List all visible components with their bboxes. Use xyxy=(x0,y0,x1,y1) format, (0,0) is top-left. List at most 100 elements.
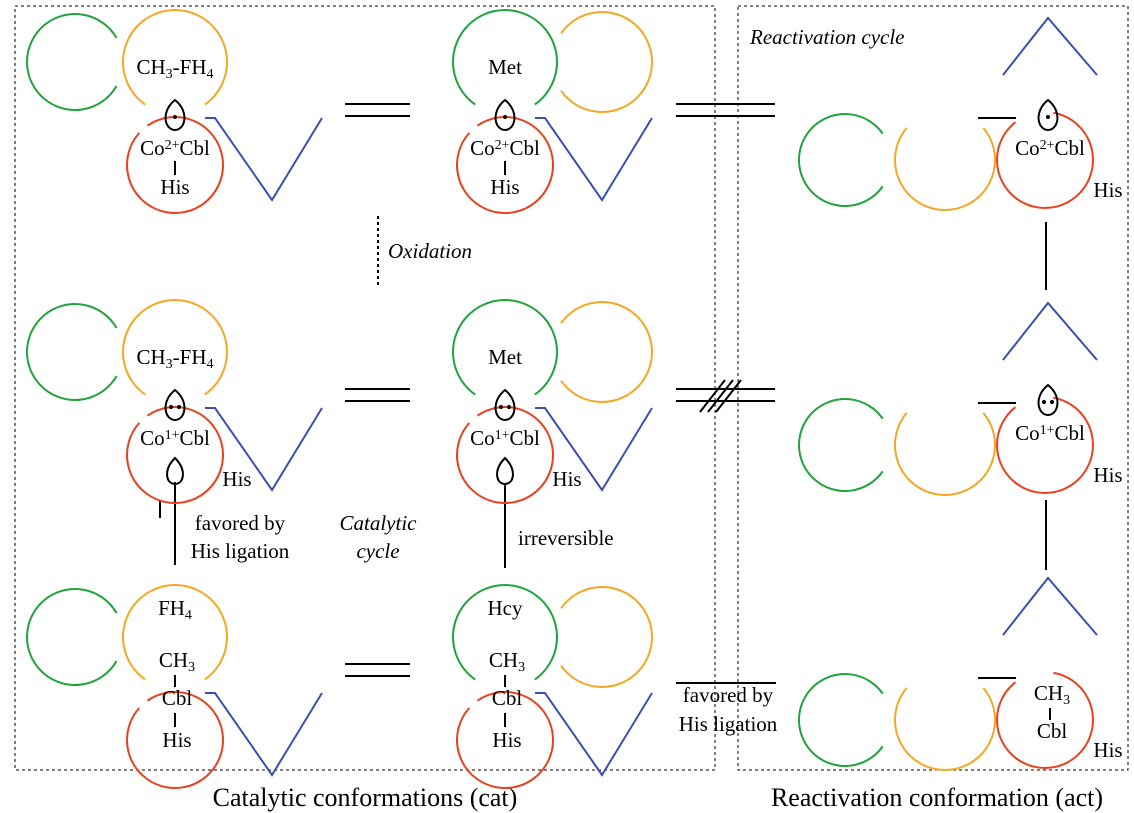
formula-part: Cbl xyxy=(510,426,541,450)
formula: Co1+Cbl xyxy=(1015,421,1085,445)
domain-arc xyxy=(996,111,1094,209)
electron xyxy=(503,115,507,119)
formula-part: Cbl xyxy=(180,136,211,160)
domain-arc xyxy=(798,673,884,767)
formula-part: 3 xyxy=(166,357,173,372)
protein-domain xyxy=(205,692,323,777)
electron xyxy=(1050,400,1054,404)
electron xyxy=(1046,115,1050,119)
formula-part: Met xyxy=(488,345,522,369)
formula-part: 2+ xyxy=(495,138,510,153)
orbital xyxy=(1037,383,1059,417)
orbital xyxy=(494,388,516,422)
protein-domain xyxy=(535,692,653,777)
orbital xyxy=(166,456,184,486)
domain-arc xyxy=(452,299,558,396)
orbital xyxy=(1037,98,1059,132)
ligand: His xyxy=(1093,738,1122,762)
formula-part: Cbl xyxy=(510,136,541,160)
formula-part: 1+ xyxy=(1040,423,1055,438)
formula-part: 2+ xyxy=(1040,138,1055,153)
formula-part: 4 xyxy=(185,608,192,623)
formula-part: Cbl xyxy=(492,686,523,710)
domain-arc xyxy=(456,691,554,789)
formula-part: 1+ xyxy=(495,428,510,443)
formula-part: CH xyxy=(489,648,518,672)
panel-caption: Reactivation conformation (act) xyxy=(771,783,1103,812)
domain-arc xyxy=(798,398,884,492)
formula-part: 3 xyxy=(518,660,525,675)
label: favored by xyxy=(683,683,774,707)
protein-domain xyxy=(205,117,323,202)
domain-arc xyxy=(456,406,554,504)
ligand: His xyxy=(552,467,581,491)
ligand: His xyxy=(1093,463,1122,487)
formula: Cbl xyxy=(162,686,193,710)
label: irreversible xyxy=(518,526,614,550)
electron xyxy=(177,405,181,409)
formula: Co1+Cbl xyxy=(140,426,210,450)
formula-part: Co xyxy=(470,426,495,450)
electron xyxy=(499,405,503,409)
ligand: His xyxy=(490,175,519,199)
domain-arc xyxy=(798,113,884,207)
reactivation-panel xyxy=(737,5,1129,771)
domain-arc xyxy=(122,584,228,681)
panel-title: Reactivation cycle xyxy=(749,25,905,49)
formula-part: 3 xyxy=(166,67,173,82)
protein-domain xyxy=(205,407,323,492)
domain-arc xyxy=(996,671,1094,769)
ligand: His xyxy=(492,728,521,752)
orbital xyxy=(496,456,514,486)
formula-part: -FH xyxy=(173,345,207,369)
formula-part: 3 xyxy=(188,660,195,675)
domain-arc xyxy=(560,301,653,403)
formula: Hcy xyxy=(488,596,523,620)
formula-part: CH xyxy=(136,55,165,79)
domain-arc xyxy=(122,9,228,106)
ligand: His xyxy=(160,175,189,199)
formula-part: 4 xyxy=(207,67,214,82)
formula-part: Co xyxy=(1015,136,1040,160)
domain-arc xyxy=(122,299,228,396)
domain-arc xyxy=(126,691,224,789)
domain-arc xyxy=(26,303,118,401)
formula: Met xyxy=(488,55,522,79)
label: His ligation xyxy=(679,712,778,736)
electron xyxy=(1042,400,1046,404)
formula-part: Hcy xyxy=(488,596,523,620)
formula: CH3 xyxy=(489,648,525,675)
formula: CH3-FH4 xyxy=(136,345,213,372)
formula-part: CH xyxy=(159,648,188,672)
orbital xyxy=(164,98,186,132)
label: His ligation xyxy=(191,539,290,563)
formula-part: 3 xyxy=(1063,693,1070,708)
domain-arc xyxy=(894,412,996,496)
formula-part: Cbl xyxy=(1055,421,1086,445)
formula-part: Co xyxy=(140,426,165,450)
formula-part: Co xyxy=(140,136,165,160)
label: Catalytic xyxy=(340,511,418,535)
formula-part: 1+ xyxy=(165,428,180,443)
domain-arc xyxy=(996,396,1094,494)
formula-part: Co xyxy=(470,136,495,160)
domain-arc xyxy=(560,11,653,113)
formula: Met xyxy=(488,345,522,369)
ligand: His xyxy=(1093,178,1122,202)
formula: FH4 xyxy=(158,596,192,623)
label: Oxidation xyxy=(388,239,472,263)
orbital xyxy=(494,98,516,132)
formula: CH3 xyxy=(1034,681,1070,708)
domain-arc xyxy=(894,687,996,771)
orbital xyxy=(164,388,186,422)
label: cycle xyxy=(356,539,399,563)
domain-arc xyxy=(456,116,554,214)
formula-part: Co xyxy=(1015,421,1040,445)
panel-caption: Catalytic conformations (cat) xyxy=(213,783,518,812)
protein-domain xyxy=(1002,16,1098,76)
domain-arc xyxy=(560,586,653,688)
domain-arc xyxy=(452,584,558,681)
formula-part: Cbl xyxy=(162,686,193,710)
formula-part: Cbl xyxy=(180,426,211,450)
